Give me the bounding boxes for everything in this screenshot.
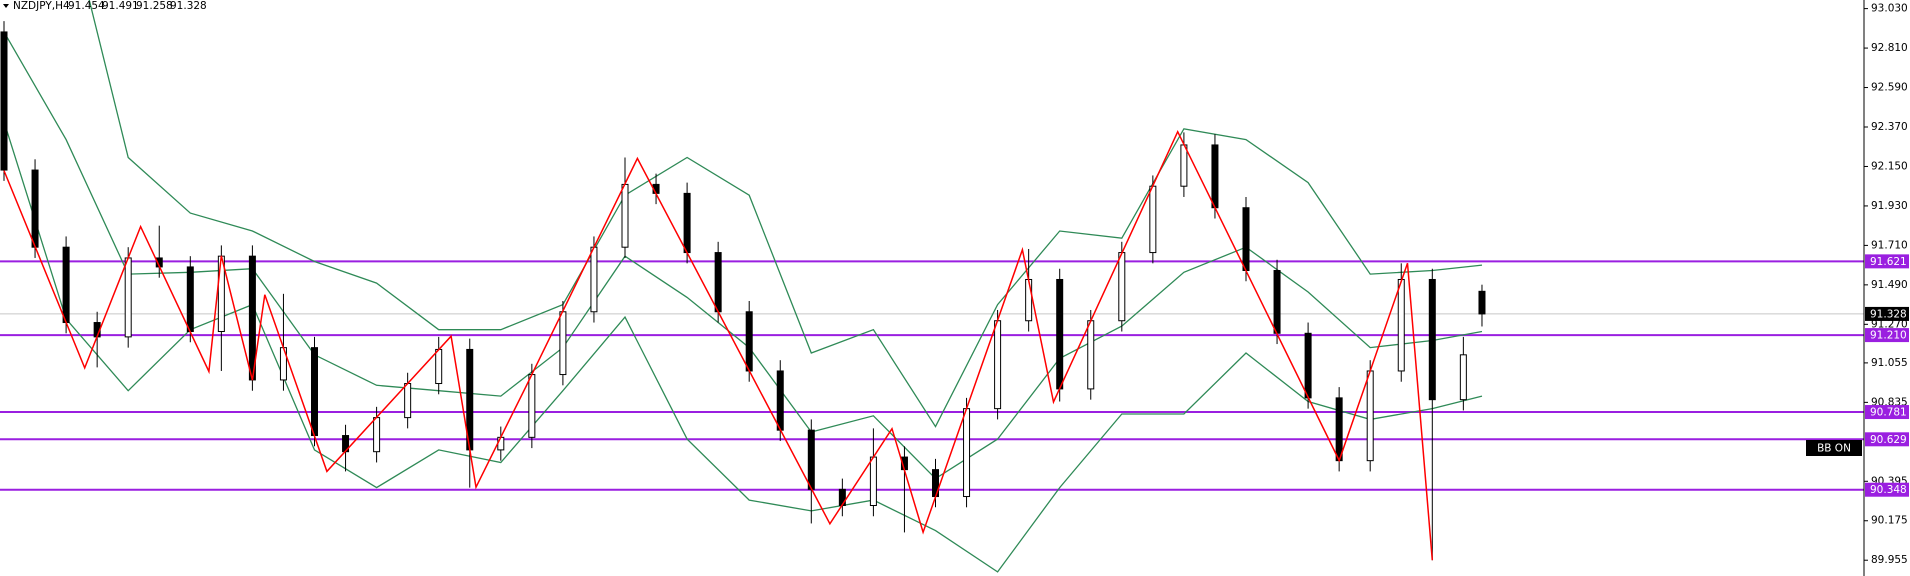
- y-tick-label: 92.810: [1871, 42, 1908, 54]
- candle-body: [1335, 397, 1343, 462]
- plot-area: [0, 0, 1864, 573]
- zigzag-line: [3, 129, 1434, 561]
- y-tick-label: 91.055: [1871, 357, 1908, 369]
- y-tick-label: 91.930: [1871, 200, 1908, 212]
- y-tick-label: 91.490: [1871, 279, 1908, 291]
- candle-body: [1025, 278, 1033, 322]
- candle-body: [838, 488, 846, 507]
- level-badge: [1865, 482, 1909, 497]
- level-badge: [1865, 328, 1909, 343]
- candle-body: [528, 374, 536, 438]
- candle-body: [373, 417, 381, 453]
- candle-body: [1273, 270, 1281, 334]
- high-value: 91.491: [102, 0, 139, 12]
- candle-body: [1149, 185, 1157, 254]
- candle-body: [1428, 278, 1436, 401]
- candle-body: [590, 246, 598, 313]
- y-tick-label: 92.370: [1871, 121, 1908, 133]
- level-label: 91.621: [1870, 256, 1907, 268]
- candle-body: [62, 246, 70, 324]
- close-value: 91.328: [170, 0, 207, 12]
- y-tick-label: 92.150: [1871, 160, 1908, 172]
- y-tick-label: 91.710: [1871, 239, 1908, 251]
- y-tick-label: 93.030: [1871, 3, 1908, 15]
- level-label: 91.210: [1870, 330, 1907, 342]
- candle-body: [186, 266, 194, 333]
- candle-body: [1211, 144, 1219, 209]
- level-label: 90.348: [1870, 484, 1907, 496]
- candle-body: [1304, 332, 1312, 399]
- y-tick-label: 92.590: [1871, 82, 1908, 94]
- open-value: 91.454: [68, 0, 105, 12]
- menu-triangle: [3, 4, 9, 8]
- band-upper: [88, 0, 1483, 428]
- indicator-label: BB ON: [1817, 443, 1851, 455]
- level-label: 90.781: [1870, 407, 1907, 419]
- candle-body: [31, 169, 39, 248]
- symbol: NZDJPY,H4: [13, 0, 70, 12]
- candle-body: [683, 192, 691, 254]
- candle-body: [621, 183, 629, 248]
- candle-body: [1118, 252, 1126, 322]
- candle-body: [1397, 278, 1405, 372]
- candle-body: [0, 31, 8, 171]
- candle-body: [714, 252, 722, 313]
- candle-body: [1056, 278, 1064, 390]
- y-tick-label: 89.955: [1871, 554, 1908, 566]
- candle-body: [404, 383, 412, 419]
- candle-body: [963, 408, 971, 498]
- candle-body: [869, 456, 877, 507]
- level-label: 90.629: [1870, 434, 1907, 446]
- candle-body: [994, 320, 1002, 410]
- low-value: 91.258: [136, 0, 173, 12]
- level-badge: [1865, 254, 1909, 269]
- candle-body: [1366, 370, 1374, 462]
- header: NZDJPY,H4 91.454 91.491 91.258 91.328: [3, 0, 207, 12]
- current-price-badge: [1865, 306, 1909, 321]
- band-lower: [3, 121, 1483, 573]
- candle-body: [1087, 320, 1095, 390]
- indicator-badge: [1806, 440, 1862, 456]
- current-price-label: 91.328: [1870, 308, 1907, 320]
- candle-body: [745, 311, 753, 372]
- candle-body: [497, 436, 505, 451]
- candle-body: [807, 429, 815, 490]
- candle-body: [435, 348, 443, 385]
- y-tick-label: 91.270: [1871, 318, 1908, 330]
- candle-body: [559, 311, 567, 376]
- candle-body: [1459, 354, 1467, 401]
- price-axis: 93.030 92.810 92.590 92.370 92.150 91.930 91.7…: [1864, 3, 1909, 566]
- candle-body: [1180, 144, 1188, 187]
- candle-body: [1242, 207, 1250, 272]
- candle-body: [311, 347, 318, 437]
- candle-body: [124, 257, 132, 338]
- y-tick-label: 90.175: [1871, 515, 1908, 527]
- candle-body: [1478, 290, 1486, 315]
- candle-body: [776, 370, 784, 431]
- level-badge: [1865, 432, 1909, 447]
- level-badge: [1865, 405, 1909, 420]
